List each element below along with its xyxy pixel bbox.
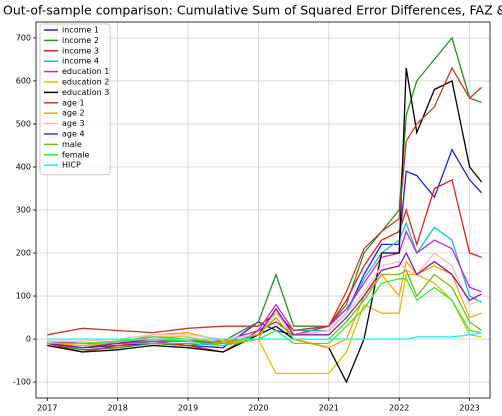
series-line <box>47 278 482 347</box>
y-tick-label: 100 <box>16 292 31 301</box>
legend-label: male <box>62 140 82 149</box>
legend-label: age 4 <box>62 130 85 139</box>
series-line <box>47 67 483 384</box>
x-tick-label: 2022 <box>389 404 409 413</box>
y-tick-label: 500 <box>16 119 31 128</box>
y-tick-label: -100 <box>13 378 31 387</box>
x-tick-label: 2020 <box>248 404 268 413</box>
x-tick-label: 2017 <box>37 404 57 413</box>
series-line <box>47 252 482 342</box>
series-line <box>47 229 482 345</box>
legend-label: education 2 <box>62 78 109 87</box>
legend-label: HICP <box>62 161 81 170</box>
legend-label: female <box>62 150 90 159</box>
legend-label: income 3 <box>62 46 99 55</box>
chart-title: Out-of-sample comparison: Cumulative Sum… <box>3 3 502 18</box>
y-tick-label: 0 <box>26 335 31 344</box>
legend-label: age 3 <box>62 119 85 128</box>
plot-frame <box>35 21 491 399</box>
series-line <box>47 178 482 353</box>
y-tick-label: 200 <box>16 249 31 258</box>
series-line <box>47 269 482 345</box>
series-line <box>47 331 482 340</box>
legend-label: income 4 <box>62 57 99 66</box>
legend-label: education 3 <box>62 88 109 97</box>
legend-label: income 1 <box>62 26 99 35</box>
legend-label: age 1 <box>62 98 85 107</box>
y-tick-label: 600 <box>16 76 31 85</box>
y-tick-label: 300 <box>16 206 31 215</box>
series-line <box>47 273 482 375</box>
series-line <box>47 36 482 351</box>
legend-label: education 1 <box>62 67 109 76</box>
series-line <box>47 148 483 349</box>
legend-label: income 2 <box>62 36 99 45</box>
x-tick-label: 2023 <box>459 404 479 413</box>
y-tick-label: 400 <box>16 162 31 171</box>
x-tick-label: 2019 <box>178 404 198 413</box>
x-tick-label: 2018 <box>107 404 127 413</box>
series-line <box>47 66 483 336</box>
legend-label: age 2 <box>62 109 85 118</box>
x-tick-label: 2021 <box>319 404 339 413</box>
y-tick-label: 700 <box>16 33 31 42</box>
